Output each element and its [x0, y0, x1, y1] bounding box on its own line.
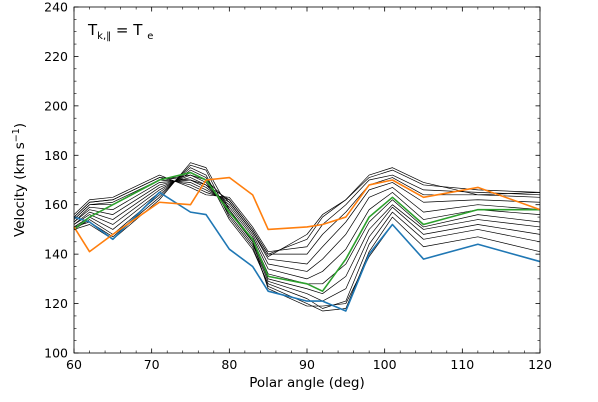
- annotation-label: Tk,‖ = T e: [87, 21, 153, 42]
- ticks-layer: 60 70 80 90 100 110 120 100 120 140 160 180 200 220 24…: [44, 0, 552, 372]
- series-line-12: [73, 169, 541, 255]
- series-line-15: [73, 171, 540, 293]
- series-line-14: [73, 191, 541, 312]
- y-tick-label: 220: [44, 49, 68, 64]
- series-line-7: [73, 177, 541, 280]
- y-tick-label: 200: [44, 98, 68, 113]
- series-line-9: [73, 179, 541, 265]
- x-tick-label: 90: [299, 357, 315, 372]
- x-tick-label: 60: [66, 357, 82, 372]
- x-tick-label: 100: [373, 357, 397, 372]
- x-tick-label: 70: [144, 357, 160, 372]
- series-line-5: [73, 172, 541, 295]
- y-tick-label: 140: [44, 247, 68, 262]
- y-tick-label: 240: [44, 0, 68, 15]
- y-tick-label: 100: [44, 346, 68, 361]
- y-tick-label: 160: [44, 197, 68, 212]
- y-tick-label: 180: [44, 148, 68, 163]
- series-line-6: [73, 174, 541, 285]
- series-line-2: [73, 164, 541, 312]
- x-tick-label: 110: [450, 357, 474, 372]
- y-tick-label: 120: [44, 296, 68, 311]
- series-line-4: [73, 169, 541, 302]
- x-tick-label: 120: [528, 357, 552, 372]
- x-tick-label: 80: [221, 357, 237, 372]
- series-line-16: [73, 176, 541, 253]
- x-axis-label: Polar angle (deg): [249, 375, 365, 391]
- y-axis-label: Velocity (km s−1): [11, 123, 28, 237]
- series-layer: [73, 162, 541, 312]
- series-line-8: [73, 179, 541, 272]
- series-line-11: [73, 174, 541, 253]
